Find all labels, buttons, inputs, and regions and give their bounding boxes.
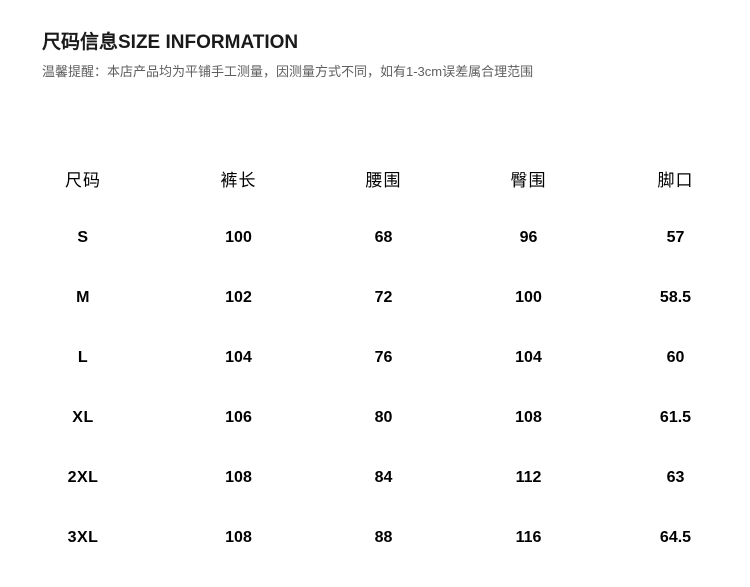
page-title: 尺码信息SIZE INFORMATION: [42, 32, 299, 53]
column-header-size: 尺码: [65, 170, 101, 190]
column-header-cuff: 脚口: [657, 170, 694, 190]
cell-length: 102: [225, 289, 252, 306]
cell-hip: 108: [515, 409, 542, 426]
cell-cuff: 63: [666, 469, 685, 486]
cell-waist: 76: [374, 349, 393, 366]
cell-cuff: 57: [666, 229, 685, 246]
table-header: 尺码 裤长 腰围 臀围 脚口: [0, 148, 750, 208]
cell-cuff: 58.5: [659, 289, 692, 306]
column-header-hip: 臀围: [510, 170, 547, 190]
cell-length: 106: [225, 409, 252, 426]
table-row: S 100 68 96 57: [0, 208, 750, 268]
cell-waist: 80: [374, 409, 393, 426]
cell-length: 100: [225, 229, 252, 246]
cell-waist: 88: [374, 529, 393, 546]
cell-hip: 100: [515, 289, 542, 306]
table-body: S 100 68 96 57 M 102 72 100 58.5 L 104 7…: [0, 208, 750, 568]
cell-waist: 72: [374, 289, 393, 306]
cell-cuff: 60: [666, 349, 685, 366]
cell-cuff: 61.5: [659, 409, 692, 426]
cell-waist: 68: [374, 229, 393, 246]
size-chart-table: 尺码 裤长 腰围 臀围 脚口 S 100 68 96 57 M 102 72 1…: [0, 148, 750, 568]
measurement-note: 温馨提醒：本店产品均为平铺手工测量，因测量方式不同，如有1-3cm误差属合理范围: [42, 64, 534, 79]
cell-waist: 84: [374, 469, 393, 486]
cell-size: M: [76, 289, 90, 306]
table-header-row: 尺码 裤长 腰围 臀围 脚口: [0, 148, 750, 208]
cell-size: S: [77, 229, 89, 246]
cell-size: 2XL: [67, 469, 99, 486]
header-block: 尺码信息SIZE INFORMATION 温馨提醒：本店产品均为平铺手工测量，因…: [42, 31, 708, 81]
table-row: XL 106 80 108 61.5: [0, 388, 750, 448]
cell-length: 108: [225, 529, 252, 546]
cell-hip: 116: [515, 529, 542, 546]
table-row: L 104 76 104 60: [0, 328, 750, 388]
table-row: 2XL 108 84 112 63: [0, 448, 750, 508]
column-header-length: 裤长: [220, 170, 257, 190]
table-row: M 102 72 100 58.5: [0, 268, 750, 328]
cell-length: 108: [225, 469, 252, 486]
cell-hip: 112: [515, 469, 542, 486]
cell-hip: 104: [515, 349, 542, 366]
cell-size: 3XL: [67, 529, 99, 546]
cell-cuff: 64.5: [659, 529, 692, 546]
cell-size: L: [77, 349, 89, 366]
cell-hip: 96: [519, 229, 538, 246]
cell-size: XL: [72, 409, 94, 426]
cell-length: 104: [225, 349, 252, 366]
column-header-waist: 腰围: [365, 170, 402, 190]
table-row: 3XL 108 88 116 64.5: [0, 508, 750, 568]
